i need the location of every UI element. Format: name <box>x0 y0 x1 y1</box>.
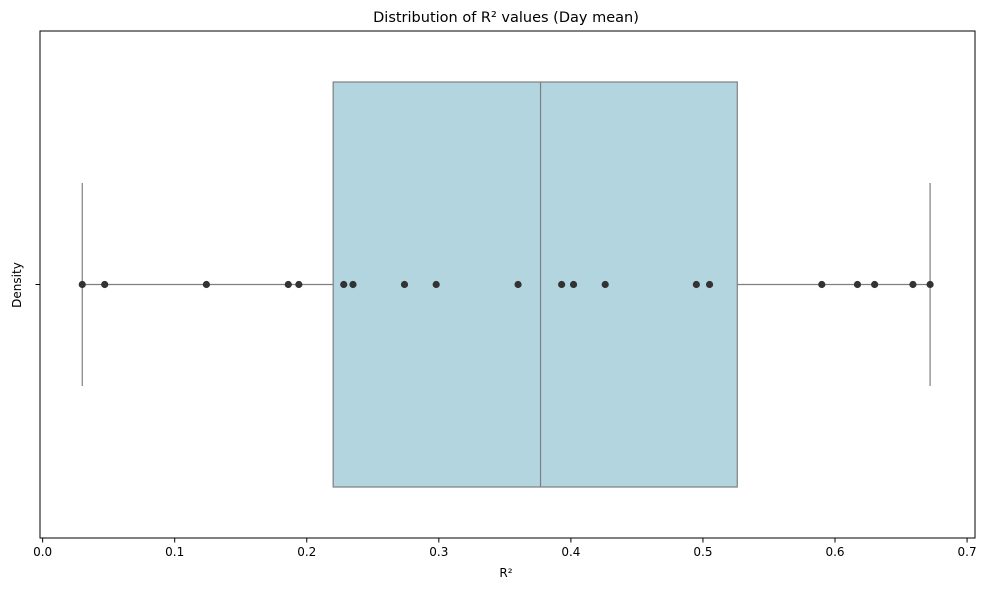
data-point <box>692 280 700 289</box>
x-tick-label: 0.5 <box>693 545 712 559</box>
data-point <box>926 280 934 289</box>
data-point <box>514 280 522 289</box>
data-point <box>78 280 86 289</box>
x-tick-label: 0.4 <box>561 545 580 559</box>
data-point <box>871 280 879 289</box>
data-point <box>101 280 109 289</box>
data-point <box>909 280 917 289</box>
data-point <box>558 280 566 289</box>
x-tick-label: 0.7 <box>958 545 977 559</box>
box-iqr <box>332 81 738 488</box>
data-point <box>818 280 826 289</box>
data-point <box>569 280 578 289</box>
x-tick-label: 0.3 <box>429 545 448 559</box>
x-axis-label: R² <box>499 566 512 580</box>
data-point <box>340 280 348 289</box>
x-tick-label: 0.1 <box>165 545 184 559</box>
data-point <box>349 280 357 289</box>
x-tick-label: 0.6 <box>825 545 844 559</box>
data-point <box>853 280 862 289</box>
y-axis-label: Density <box>10 262 24 308</box>
data-point <box>202 280 210 289</box>
data-point <box>284 280 292 289</box>
data-point <box>432 280 440 289</box>
data-point <box>400 280 409 289</box>
data-point <box>601 280 609 289</box>
data-point <box>705 280 714 289</box>
data-point <box>295 280 303 289</box>
x-tick-label: 0.2 <box>297 545 316 559</box>
x-tick-label: 0.0 <box>33 545 52 559</box>
chart-title: Distribution of R² values (Day mean) <box>373 10 639 26</box>
